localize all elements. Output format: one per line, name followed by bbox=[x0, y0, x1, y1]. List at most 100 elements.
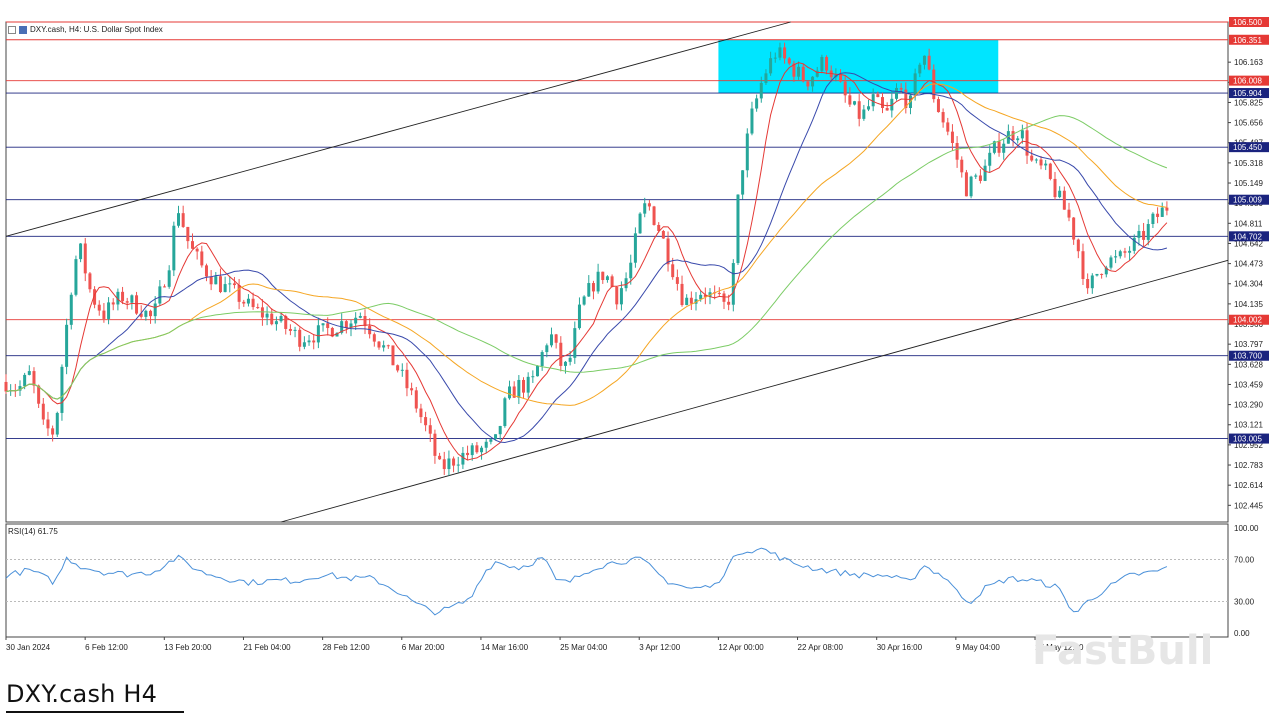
candle-body bbox=[107, 302, 111, 319]
candle-body bbox=[177, 213, 181, 226]
candle-body bbox=[200, 251, 204, 266]
candle-body bbox=[452, 458, 456, 466]
candle-body bbox=[936, 99, 940, 113]
candle-body bbox=[601, 271, 605, 281]
candle-body bbox=[689, 297, 693, 304]
candle-body bbox=[209, 276, 213, 285]
candle-body bbox=[890, 98, 894, 111]
candle-body bbox=[848, 95, 852, 105]
candle-body bbox=[1137, 230, 1141, 238]
candle-body bbox=[647, 203, 651, 207]
candle-body bbox=[190, 241, 194, 249]
candle-body bbox=[172, 225, 176, 271]
candle-body bbox=[983, 165, 987, 181]
candle-body bbox=[881, 97, 885, 108]
candle-body bbox=[899, 87, 903, 90]
candle-body bbox=[1081, 251, 1085, 280]
level-tag bbox=[1229, 433, 1269, 444]
candle-body bbox=[344, 321, 348, 328]
chart-type-icon[interactable] bbox=[19, 25, 27, 34]
candle-body bbox=[946, 122, 950, 132]
candle-body bbox=[260, 307, 264, 318]
level-label: 105.009 bbox=[1233, 196, 1262, 205]
candle-body bbox=[801, 66, 805, 82]
candle-body bbox=[55, 412, 59, 435]
candle-body bbox=[769, 58, 773, 74]
candle-body bbox=[461, 452, 465, 465]
candle-body bbox=[18, 386, 22, 391]
candle-body bbox=[615, 286, 619, 305]
level-label: 104.002 bbox=[1233, 316, 1262, 325]
candle-body bbox=[1016, 138, 1020, 141]
candle-body bbox=[745, 133, 749, 171]
candle-body bbox=[508, 386, 512, 399]
candle-body bbox=[792, 63, 796, 77]
price-chart[interactable]: 106.163105.994105.825105.656105.487105.3… bbox=[0, 0, 1277, 655]
candle-body bbox=[284, 316, 288, 329]
candle-body bbox=[699, 294, 703, 300]
candle-body bbox=[918, 64, 922, 74]
candle-body bbox=[652, 206, 656, 225]
candle-body bbox=[410, 388, 414, 391]
candle-body bbox=[922, 55, 926, 65]
level-tag bbox=[1229, 231, 1269, 242]
x-tick-label: 25 Mar 04:00 bbox=[560, 643, 608, 652]
candle-body bbox=[498, 426, 502, 435]
candle-body bbox=[97, 304, 101, 311]
candle-body bbox=[400, 369, 404, 371]
candle-body bbox=[1095, 273, 1099, 276]
candle-body bbox=[130, 295, 134, 303]
candle-body bbox=[517, 379, 521, 398]
candle-body bbox=[853, 101, 857, 105]
candle-body bbox=[633, 233, 637, 263]
x-tick-label: 17 May 12:00 bbox=[1035, 643, 1084, 652]
y-tick-label: 105.825 bbox=[1234, 98, 1263, 107]
candle-body bbox=[1086, 279, 1090, 289]
channel-lines bbox=[5, 21, 1229, 523]
candle-body bbox=[302, 342, 306, 347]
candle-body bbox=[293, 329, 297, 331]
x-tick-label: 30 Jan 2024 bbox=[6, 643, 51, 652]
rsi-line bbox=[5, 547, 1168, 616]
candle-body bbox=[232, 283, 236, 286]
candle-body bbox=[391, 345, 395, 366]
candle-body bbox=[825, 56, 829, 71]
candle-body bbox=[573, 328, 577, 358]
candle-body bbox=[671, 264, 675, 278]
candle-body bbox=[41, 403, 45, 420]
candle-body bbox=[531, 376, 535, 378]
x-tick-label: 6 Mar 20:00 bbox=[402, 643, 445, 652]
candle-body bbox=[405, 369, 409, 389]
level-tag bbox=[1229, 34, 1269, 45]
caption-underline bbox=[6, 711, 184, 713]
rsi-tick-label: 70.00 bbox=[1234, 556, 1255, 565]
candle-body bbox=[974, 175, 978, 177]
candle-body bbox=[577, 304, 581, 329]
chart-caption: DXY.cash H4 bbox=[6, 680, 158, 708]
candle-body bbox=[503, 398, 507, 427]
candle-body bbox=[377, 341, 381, 348]
candle-body bbox=[862, 109, 866, 119]
candle-body bbox=[83, 243, 87, 274]
candle-body bbox=[867, 106, 871, 110]
y-tick-label: 103.459 bbox=[1234, 380, 1263, 389]
candle-body bbox=[246, 298, 250, 304]
chart-area[interactable]: 106.163105.994105.825105.656105.487105.3… bbox=[0, 0, 1277, 655]
candle-body bbox=[596, 271, 600, 292]
x-axis-labels: 30 Jan 2024 6 Feb 12:00 13 Feb 20:00 21 Feb… bbox=[5, 637, 1084, 652]
candle-body bbox=[811, 76, 815, 87]
candle-body bbox=[815, 70, 819, 77]
candle-body bbox=[927, 55, 931, 70]
symbol-menu-icon[interactable] bbox=[8, 25, 16, 34]
candle-body bbox=[111, 302, 115, 305]
candle-body bbox=[223, 284, 227, 293]
candle-body bbox=[783, 47, 787, 59]
candle-body bbox=[1165, 207, 1169, 211]
candle-body bbox=[1090, 275, 1094, 289]
level-label: 104.702 bbox=[1233, 232, 1262, 241]
candle-body bbox=[1044, 163, 1048, 166]
candle-body bbox=[144, 310, 148, 317]
candle-body bbox=[694, 299, 698, 304]
candle-body bbox=[736, 194, 740, 264]
candle-body bbox=[559, 342, 563, 366]
